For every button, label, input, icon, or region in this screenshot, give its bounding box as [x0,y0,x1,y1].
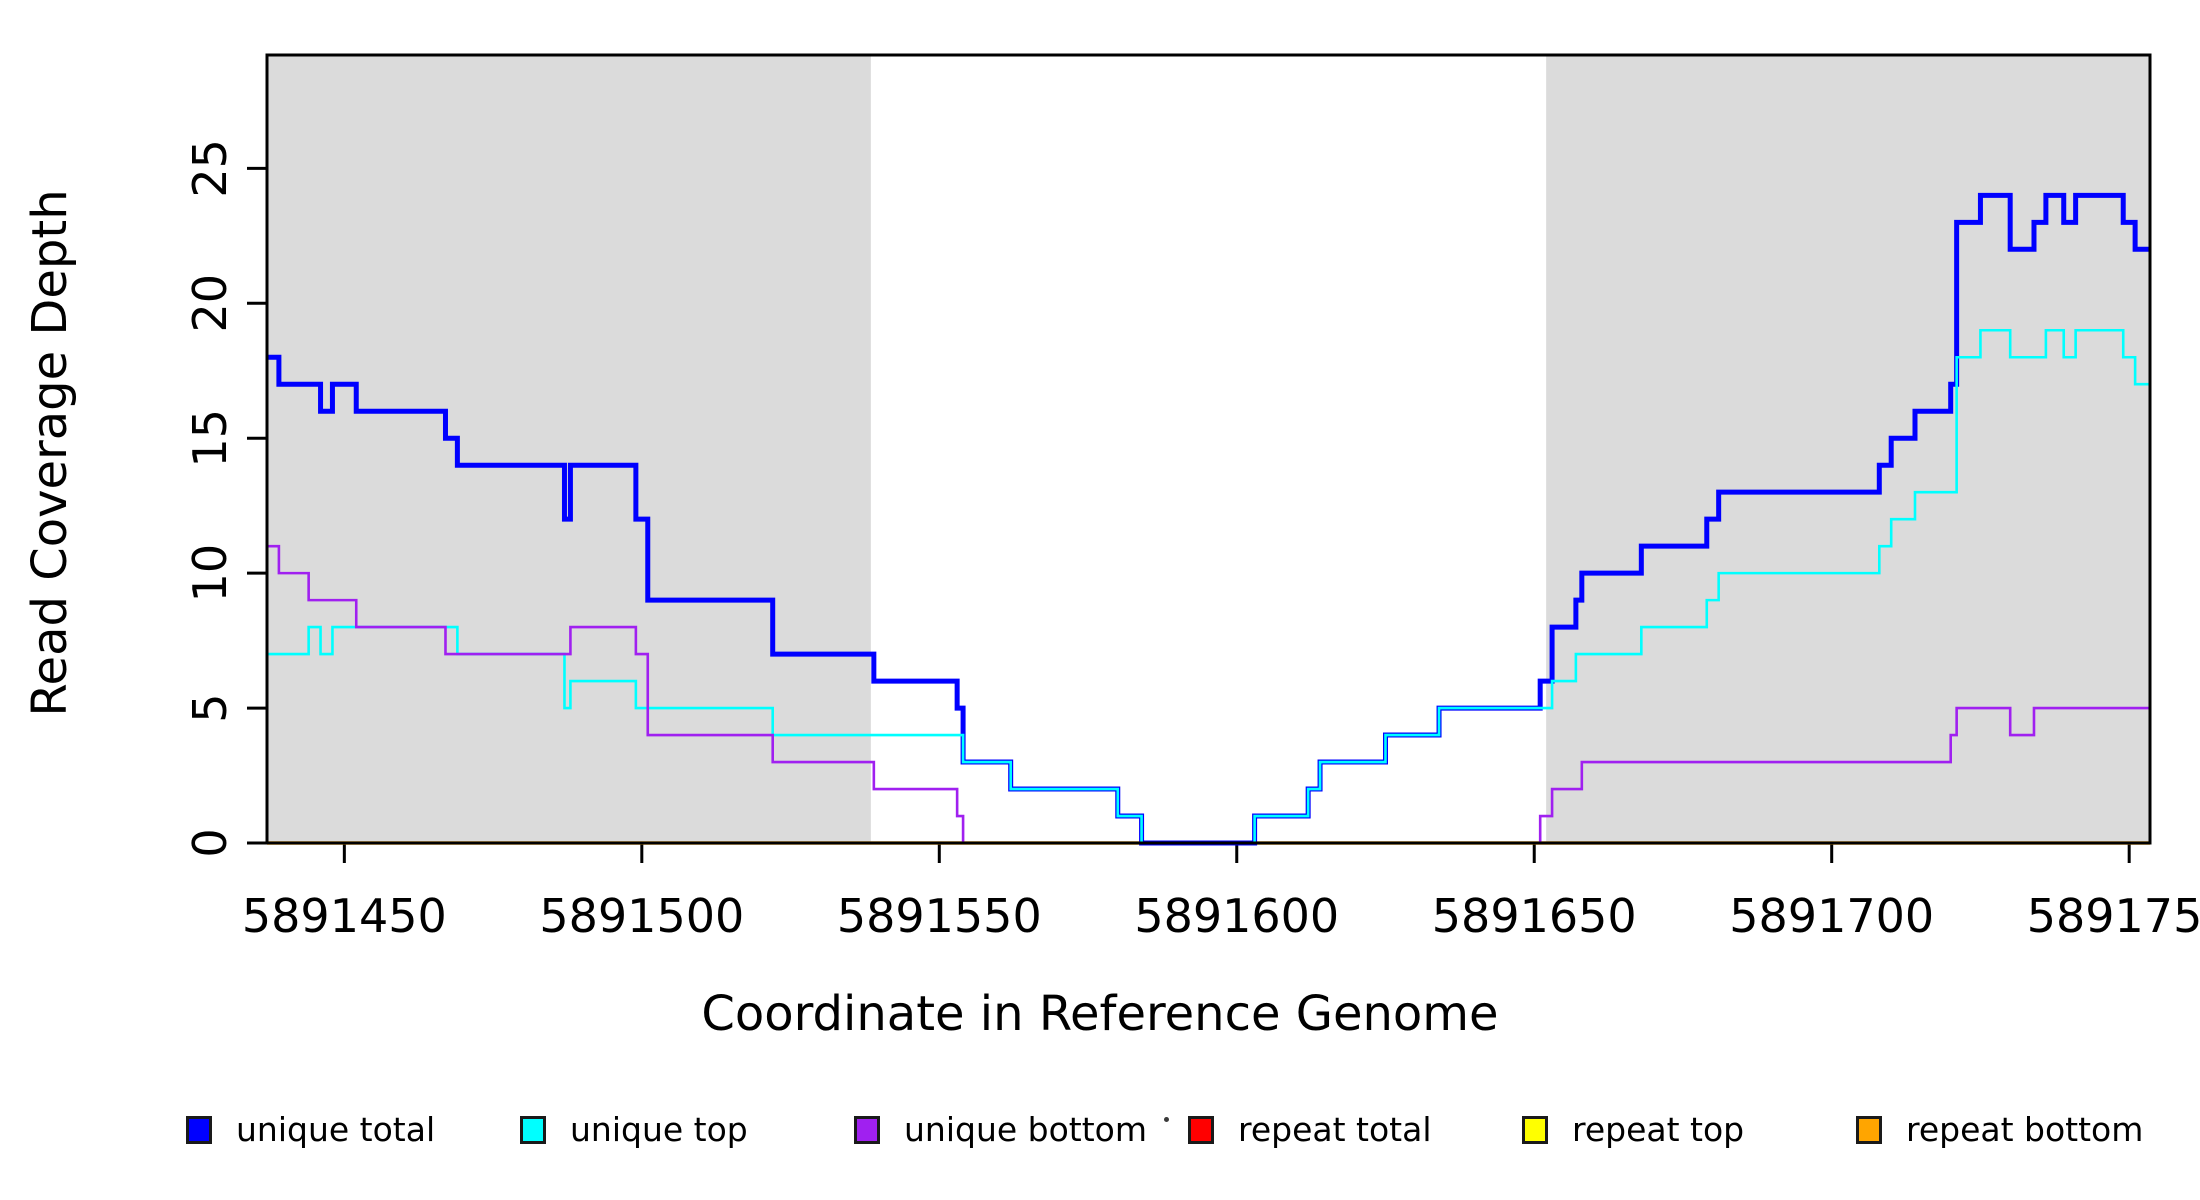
x-tick-label: 5891500 [539,889,744,943]
shaded-region-0 [267,55,871,843]
series-unique-top [267,328,2150,845]
y-tick-label: 20 [183,274,237,333]
y-tick-label: 5 [183,693,237,722]
y-tick-label: 0 [183,828,237,857]
x-tick-label: 5891600 [1134,889,1339,943]
x-tick-label: 5891700 [1729,889,1934,943]
y-tick-label: 10 [183,544,237,603]
plot-box [265,53,2152,845]
y-tick-label: 25 [183,139,237,198]
x-tick-label: 5891450 [242,889,447,943]
y-tick-label: 15 [183,409,237,468]
y-axis-title: Read Coverage Depth [22,189,78,717]
x-axis-title: Coordinate in Reference Genome [701,986,1499,1042]
series-unique-bottom [267,544,2150,845]
x-tick-label: 5891650 [1432,889,1637,943]
shaded-region-1 [1546,55,2150,843]
x-tick-label: 5891550 [837,889,1042,943]
stray-dot [1164,1117,1169,1122]
